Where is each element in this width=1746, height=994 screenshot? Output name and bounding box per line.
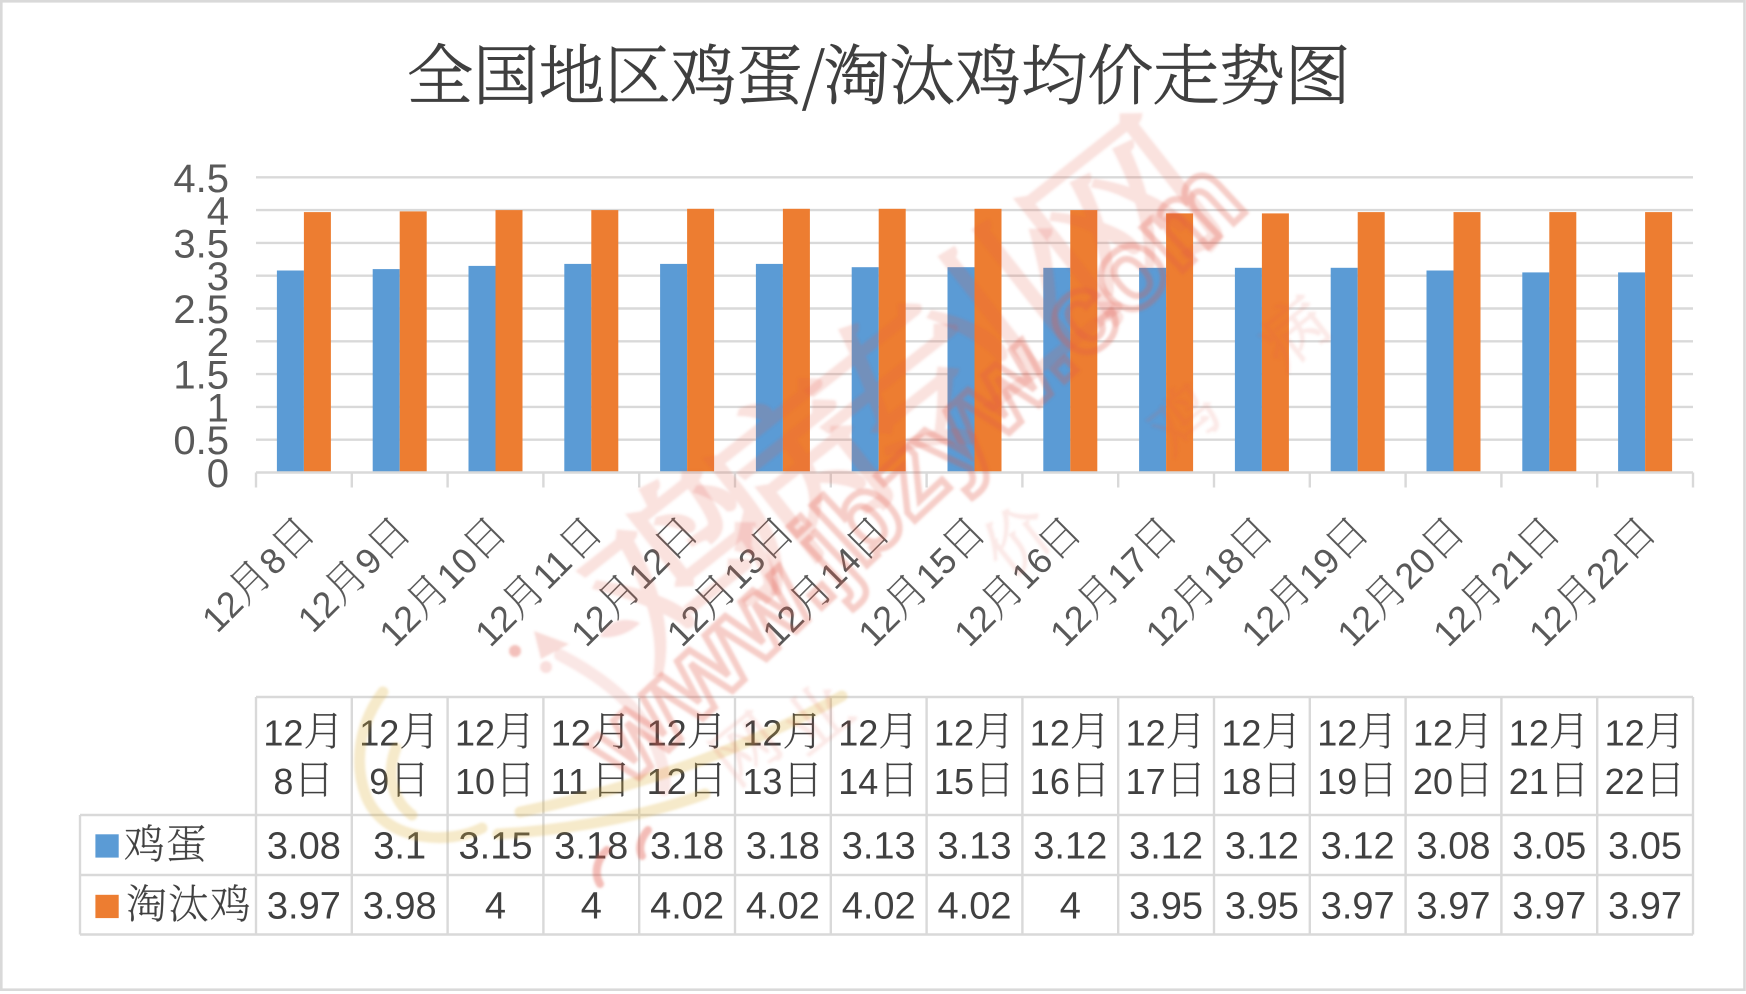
svg-text:22: 22 xyxy=(1605,761,1645,802)
svg-text:2: 2 xyxy=(207,321,229,365)
svg-text:4.5: 4.5 xyxy=(173,157,229,201)
svg-text:3.97: 3.97 xyxy=(1608,886,1682,928)
svg-text:16: 16 xyxy=(1030,761,1070,802)
svg-text:3.97: 3.97 xyxy=(267,886,341,928)
svg-text:12: 12 xyxy=(551,713,591,754)
svg-text:4.02: 4.02 xyxy=(938,886,1012,928)
svg-text:12: 12 xyxy=(838,713,878,754)
svg-text:3.12: 3.12 xyxy=(1129,826,1203,868)
svg-text:20: 20 xyxy=(1413,761,1453,802)
svg-text:3.13: 3.13 xyxy=(938,826,1012,868)
svg-text:4.02: 4.02 xyxy=(650,886,724,928)
svg-text:3.12: 3.12 xyxy=(1225,826,1299,868)
svg-text:3.97: 3.97 xyxy=(1321,886,1395,928)
svg-text:3.13: 3.13 xyxy=(842,826,916,868)
svg-text:3.95: 3.95 xyxy=(1225,886,1299,928)
svg-text:3.98: 3.98 xyxy=(363,886,437,928)
svg-text:3.18: 3.18 xyxy=(746,826,820,868)
svg-text:8: 8 xyxy=(273,761,293,802)
svg-text:21: 21 xyxy=(1509,761,1549,802)
svg-text:10: 10 xyxy=(455,761,495,802)
svg-text:12: 12 xyxy=(1509,713,1549,754)
svg-text:4.02: 4.02 xyxy=(746,886,820,928)
svg-text:19: 19 xyxy=(1317,761,1357,802)
svg-text:12: 12 xyxy=(1221,713,1261,754)
svg-text:3.08: 3.08 xyxy=(1417,826,1491,868)
svg-text:12: 12 xyxy=(1605,713,1645,754)
svg-text:3.18: 3.18 xyxy=(650,826,724,868)
svg-text:1.5: 1.5 xyxy=(173,354,229,398)
svg-text:14: 14 xyxy=(838,761,878,802)
svg-text:4: 4 xyxy=(581,886,602,928)
svg-text:3.08: 3.08 xyxy=(267,826,341,868)
svg-text:12: 12 xyxy=(934,713,974,754)
svg-text:3.97: 3.97 xyxy=(1512,886,1586,928)
svg-text:3.05: 3.05 xyxy=(1608,826,1682,868)
svg-text:0.5: 0.5 xyxy=(173,419,229,463)
svg-text:3.97: 3.97 xyxy=(1417,886,1491,928)
svg-text:9: 9 xyxy=(369,761,389,802)
svg-text:0: 0 xyxy=(207,452,229,496)
svg-text:12: 12 xyxy=(1413,713,1453,754)
svg-text:4: 4 xyxy=(485,886,506,928)
svg-text:4: 4 xyxy=(207,190,229,234)
svg-text:17: 17 xyxy=(1126,761,1166,802)
svg-text:3.95: 3.95 xyxy=(1129,886,1203,928)
svg-text:3.05: 3.05 xyxy=(1512,826,1586,868)
svg-text:12: 12 xyxy=(1317,713,1357,754)
svg-text:3.12: 3.12 xyxy=(1033,826,1107,868)
svg-text:4.02: 4.02 xyxy=(842,886,916,928)
svg-text:18: 18 xyxy=(1221,761,1261,802)
svg-text:12: 12 xyxy=(263,713,303,754)
svg-text:3.12: 3.12 xyxy=(1321,826,1395,868)
svg-text:12: 12 xyxy=(1030,713,1070,754)
svg-text:3: 3 xyxy=(207,255,229,299)
svg-text:1: 1 xyxy=(207,386,229,430)
svg-text:12: 12 xyxy=(455,713,495,754)
svg-text:4: 4 xyxy=(1060,886,1081,928)
svg-text:2.5: 2.5 xyxy=(173,288,229,332)
svg-text:15: 15 xyxy=(934,761,974,802)
svg-text:13: 13 xyxy=(742,761,782,802)
svg-text:12: 12 xyxy=(1126,713,1166,754)
svg-text:3.5: 3.5 xyxy=(173,222,229,266)
